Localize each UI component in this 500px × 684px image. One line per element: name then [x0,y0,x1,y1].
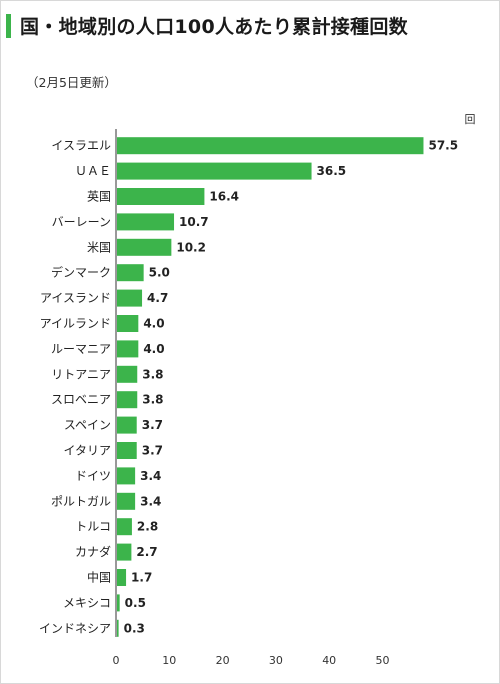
category-label: 米国 [87,240,111,254]
x-tick-label: 30 [269,654,283,667]
category-label: バーレーン [52,215,111,229]
bar [117,162,312,180]
category-label: ルーマニア [51,342,111,356]
bar [117,289,143,307]
category-label: リトアニア [51,367,111,381]
category-label: デンマーク [51,265,111,280]
value-label: 1.7 [131,571,152,585]
value-label: 3.8 [142,367,163,381]
bar [117,365,138,383]
x-tick-label: 10 [162,654,176,667]
chart-title: 国・地域別の人口100人あたり累計接種回数 [20,16,408,38]
category-label: アイスランド [40,291,111,305]
value-label: 3.8 [142,393,163,407]
bar [117,594,120,612]
value-label: 5.0 [149,266,170,280]
bar [117,315,139,332]
bar [117,416,137,434]
value-label: 4.0 [143,342,164,356]
value-label: 2.7 [136,545,157,559]
bar [117,264,144,282]
title-accent-bar [6,14,11,38]
bar [117,391,138,409]
value-label: 4.0 [143,317,164,331]
bar [117,340,139,358]
bar [117,569,127,586]
bar [117,137,424,155]
value-label: 3.7 [142,444,163,458]
value-label: 3.7 [142,418,163,432]
category-label: 中国 [87,570,111,585]
chart-subtitle: （2月5日更新） [26,75,117,90]
bar [117,518,132,536]
category-label: ポルトガル [51,494,111,508]
value-label: 0.3 [124,621,145,635]
category-label: アイルランド [40,317,111,331]
value-label: 10.7 [179,215,209,229]
bar [117,467,136,485]
category-label: トルコ [75,520,111,534]
x-tick-label: 20 [216,654,230,667]
value-label: 0.5 [125,596,146,610]
category-label: カナダ [75,544,111,559]
category-label: メキシコ [63,596,111,610]
value-label: 57.5 [428,139,458,153]
category-label: インドネシア [39,621,111,635]
x-tick-label: 50 [376,654,390,667]
unit-label: 回 [465,113,476,126]
category-label: ＵＡＥ [75,164,111,178]
value-label: 4.7 [147,291,168,305]
bar [117,213,175,231]
value-label: 16.4 [209,190,239,204]
bar [117,543,132,561]
value-label: 36.5 [317,164,347,178]
category-label: イタリア [63,444,111,458]
category-label: 英国 [87,190,111,204]
bar [117,442,137,459]
category-label: ドイツ [75,469,111,483]
category-label: イスラエル [51,139,111,153]
value-label: 2.8 [137,520,158,534]
bar [117,492,136,510]
x-tick-label: 40 [322,654,336,667]
category-label: スペイン [64,418,111,432]
bar [117,238,172,256]
bar [117,619,119,637]
value-label: 3.4 [140,469,161,483]
value-label: 10.2 [176,240,206,254]
category-label: スロベニア [51,393,111,407]
bar [117,188,205,205]
value-label: 3.4 [140,494,161,508]
x-tick-label: 0 [113,654,120,667]
